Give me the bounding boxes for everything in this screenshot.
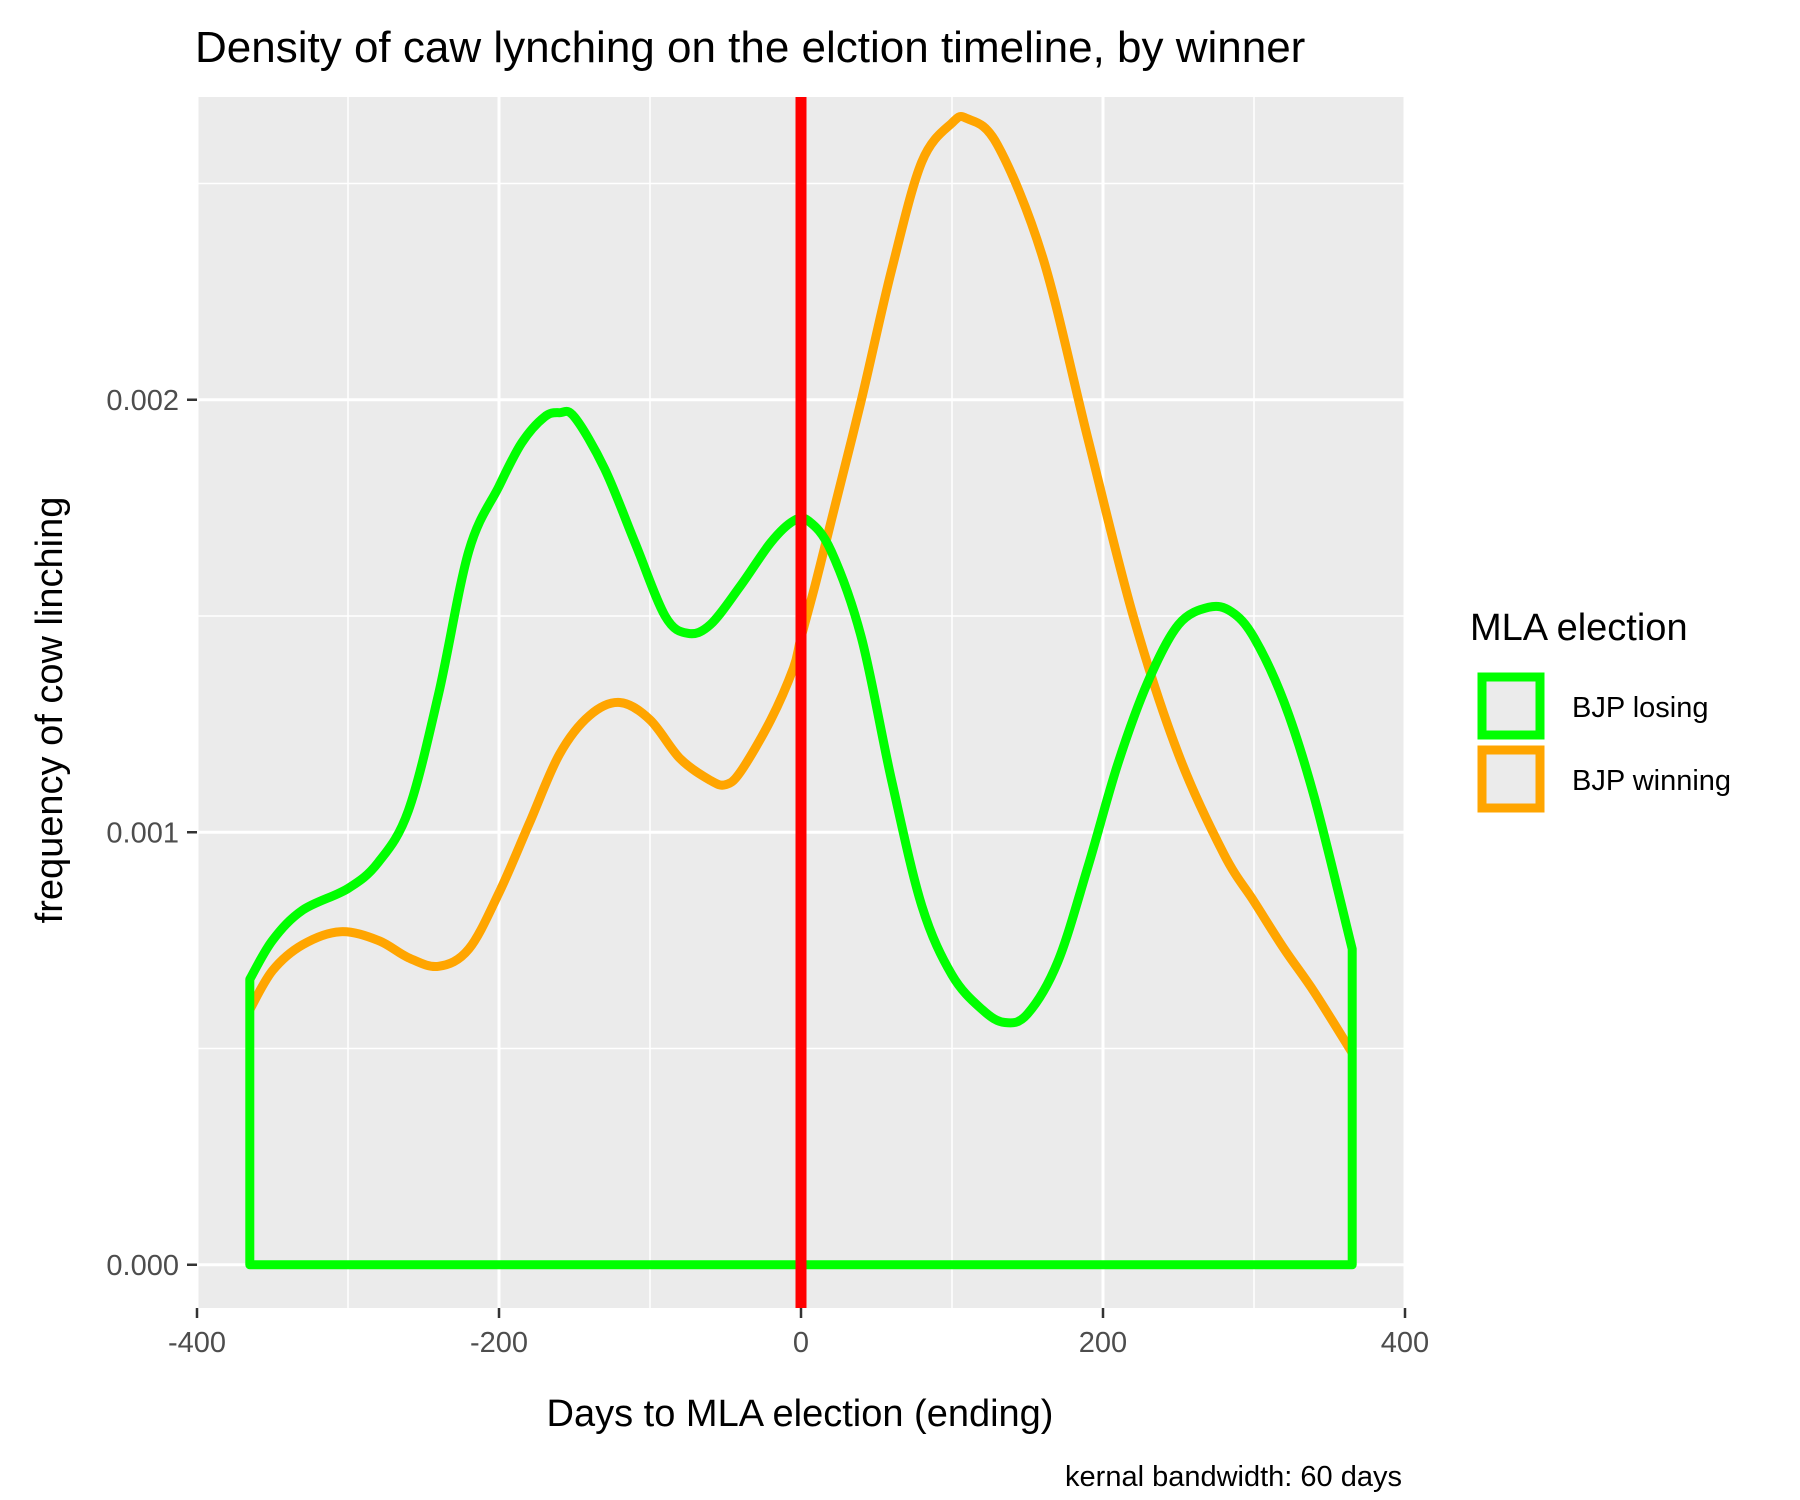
legend-label-bjp-losing: BJP losing bbox=[1572, 692, 1709, 724]
legend-entries: BJP losing BJP winning bbox=[1477, 672, 1731, 813]
tick-labels: -400 -200 0 200 400 0.000 0.001 0.002 bbox=[106, 385, 1429, 1359]
y-tick-label: 0.001 bbox=[106, 817, 179, 849]
axis-ticks bbox=[187, 398, 1407, 1318]
y-tick-label: 0.002 bbox=[106, 385, 179, 417]
legend-key-bjp-winning bbox=[1477, 745, 1545, 813]
x-tick-label: 200 bbox=[1079, 1327, 1127, 1359]
chart-title: Density of caw lynching on the elction t… bbox=[195, 23, 1305, 72]
y-tick-label: 0.000 bbox=[106, 1250, 179, 1282]
caption: kernal bandwidth: 60 days bbox=[1065, 1461, 1402, 1493]
x-tick-label: 0 bbox=[793, 1327, 809, 1359]
x-tick-label: -200 bbox=[470, 1327, 528, 1359]
legend-key-bjp-losing bbox=[1477, 672, 1545, 740]
y-axis-title: frequency of cow linching bbox=[29, 497, 71, 924]
legend-title: MLA election bbox=[1470, 607, 1688, 649]
x-axis-title: Days to MLA election (ending) bbox=[547, 1393, 1054, 1435]
series-line-bjp-losing bbox=[245, 406, 1357, 1270]
legend-label-bjp-winning: BJP winning bbox=[1572, 765, 1731, 797]
x-tick-label: -400 bbox=[168, 1327, 226, 1359]
legend: MLA election BJP losing BJP winning bbox=[1470, 607, 1731, 813]
x-tick-label: 400 bbox=[1381, 1327, 1429, 1359]
